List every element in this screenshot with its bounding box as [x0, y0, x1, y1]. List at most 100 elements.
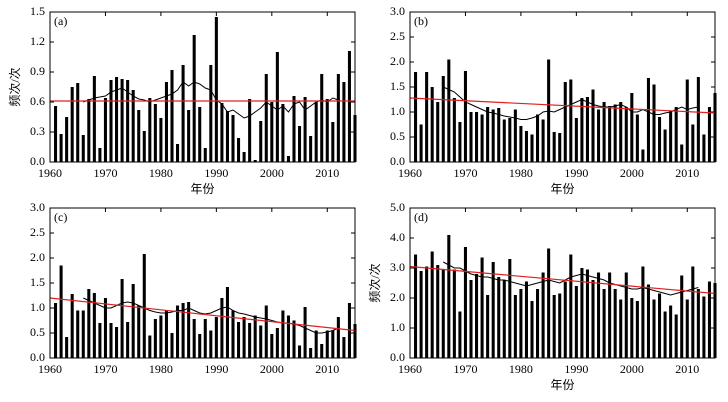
bar — [331, 330, 335, 358]
panel-label: (a) — [54, 14, 67, 28]
x-axis-label: 年份 — [550, 182, 574, 196]
y-tick-label: 4.0 — [390, 230, 405, 244]
x-tick-label: 2010 — [315, 362, 339, 376]
bar — [558, 293, 562, 358]
bar — [148, 335, 152, 358]
bar — [325, 99, 329, 162]
bar — [447, 235, 451, 358]
bar — [314, 102, 318, 162]
bar — [574, 118, 578, 162]
bar — [430, 87, 434, 162]
bar — [458, 311, 462, 358]
bar — [164, 310, 168, 358]
bar — [635, 301, 639, 358]
bar — [242, 317, 246, 358]
bar — [452, 269, 456, 358]
bar — [320, 74, 324, 162]
bar — [508, 118, 512, 162]
bar — [65, 337, 69, 358]
y-tick-label: 1.5 — [30, 275, 45, 289]
trend-line — [409, 97, 716, 114]
bar — [674, 107, 678, 162]
bar — [92, 293, 96, 358]
bar — [707, 281, 711, 358]
bar — [680, 144, 684, 162]
bar — [591, 89, 595, 162]
bar — [475, 112, 479, 162]
bar — [87, 99, 91, 162]
bar — [552, 132, 556, 162]
bar — [669, 305, 673, 358]
bar — [685, 299, 689, 358]
bar — [115, 77, 119, 162]
bar — [225, 287, 229, 358]
bar — [70, 294, 74, 358]
plot-frame — [409, 11, 716, 163]
bar — [513, 295, 517, 358]
y-tick-label: 3.0 — [390, 4, 405, 18]
bar — [480, 114, 484, 162]
moving-average-line — [443, 86, 699, 120]
bar — [696, 289, 700, 358]
bar — [270, 334, 274, 358]
x-tick-label: 2000 — [620, 362, 644, 376]
bar — [292, 320, 296, 358]
y-tick-label: 0.0 — [30, 154, 45, 168]
bar — [220, 103, 224, 162]
bar — [131, 90, 135, 162]
x-tick-label: 1990 — [564, 166, 588, 180]
x-tick-label: 1960 — [398, 166, 422, 180]
bar — [619, 299, 623, 358]
bar — [187, 110, 191, 162]
bar — [303, 97, 307, 162]
bar — [142, 131, 146, 162]
bar — [137, 305, 141, 358]
bar — [220, 298, 224, 358]
y-tick-label: 0.0 — [30, 350, 45, 364]
bar — [237, 138, 241, 162]
bar — [652, 299, 656, 358]
y-tick-label: 0.0 — [390, 350, 405, 364]
bar — [574, 286, 578, 358]
bar — [270, 102, 274, 162]
bar — [425, 72, 429, 162]
plot-frame — [409, 207, 716, 359]
bar — [203, 319, 207, 358]
bar — [491, 262, 495, 358]
bar — [602, 289, 606, 358]
y-tick-label: 0.5 — [30, 325, 45, 339]
x-tick-label: 2010 — [675, 166, 699, 180]
bar — [309, 136, 313, 162]
bar — [309, 348, 313, 358]
bar — [347, 51, 351, 162]
y-tick-label: 0.0 — [390, 154, 405, 168]
x-tick-label: 2000 — [620, 166, 644, 180]
x-tick-label: 1970 — [453, 362, 477, 376]
y-axis-label: 频次/次 — [368, 263, 382, 302]
x-axis-label: 年份 — [190, 182, 214, 196]
bar — [198, 334, 202, 358]
bar — [275, 52, 279, 162]
bar — [685, 79, 689, 162]
bar — [436, 102, 440, 162]
bar — [159, 118, 163, 162]
bar — [480, 257, 484, 358]
bar — [425, 266, 429, 358]
bar — [624, 107, 628, 162]
bar — [691, 124, 695, 162]
y-tick-label: 2.5 — [390, 29, 405, 43]
bar — [275, 328, 279, 358]
bar — [70, 87, 74, 162]
bar — [336, 317, 340, 358]
bar — [198, 107, 202, 162]
bar — [680, 275, 684, 358]
bar — [87, 289, 91, 358]
y-tick-label: 2.0 — [30, 250, 45, 264]
moving-average-line — [443, 261, 699, 296]
y-tick-label: 1.0 — [390, 320, 405, 334]
bar — [569, 254, 573, 358]
bar — [563, 82, 567, 162]
bar — [231, 310, 235, 358]
bar — [469, 112, 473, 162]
bar — [120, 279, 124, 358]
